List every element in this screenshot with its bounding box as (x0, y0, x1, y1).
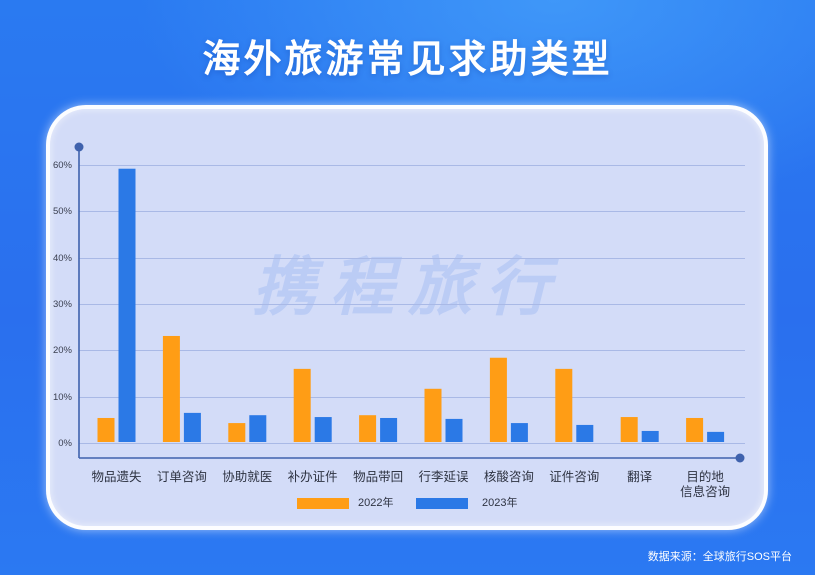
x-category-label: 订单咨询 (156, 470, 207, 484)
bar-series-1-category-8 (555, 368, 573, 442)
bar-series-2-category-10 (707, 431, 725, 442)
watermark: 携程旅行 (252, 251, 564, 323)
chart-panel (46, 105, 768, 530)
bar-series-2-category-7 (510, 423, 528, 442)
bar-series-2-category-5 (380, 417, 398, 442)
x-category-label: 物品遗失 (91, 470, 142, 484)
x-category-label: 补办证件 (287, 470, 338, 484)
y-tick-label: 40% (52, 252, 72, 264)
bar-series-2-category-3 (249, 415, 267, 442)
bar-series-1-category-10 (686, 417, 704, 442)
bar-series-1-category-3 (228, 423, 246, 442)
x-category-label: 物品带回 (353, 470, 404, 484)
legend-swatch-2023 (416, 498, 468, 509)
y-axis-end-dot (74, 142, 84, 152)
bar-series-1-category-4 (293, 368, 311, 442)
bar-series-1-category-5 (359, 415, 377, 442)
bar-series-1-category-6 (424, 388, 442, 442)
chart-title: 海外旅游常见求助类型 (202, 39, 613, 81)
bar-series-2-category-1 (118, 168, 136, 442)
bar-series-1-category-1 (97, 417, 115, 442)
bar-series-1-category-7 (489, 357, 507, 442)
x-category-label: 核酸咨询 (483, 470, 534, 484)
bar-series-1-category-2 (162, 335, 180, 442)
bar-series-2-category-4 (314, 417, 332, 442)
y-tick-label: 60% (52, 159, 72, 171)
legend-label-2022: 2022年 (358, 497, 394, 509)
data-source-note: 数据来源：全球旅行SOS平台 (647, 551, 792, 563)
bar-series-2-category-9 (641, 430, 659, 442)
bar-series-2-category-8 (576, 424, 594, 442)
bar-series-2-category-2 (183, 412, 201, 442)
y-tick-label: 10% (52, 391, 72, 403)
x-category-label: 行李延误 (418, 470, 469, 484)
x-category-label: 协助就医 (222, 470, 273, 484)
y-tick-label: 30% (52, 298, 72, 310)
x-category-label: 翻译 (627, 470, 653, 484)
legend-label-2023: 2023年 (482, 497, 518, 509)
x-axis-end-dot (735, 453, 745, 463)
x-category-label: 证件咨询 (549, 470, 600, 484)
bar-series-2-category-6 (445, 418, 463, 442)
x-category-label: 目的地 信息咨询 (680, 470, 731, 499)
y-tick-label: 50% (52, 205, 72, 217)
bar-series-1-category-9 (620, 417, 638, 442)
legend-swatch-2022 (297, 498, 349, 509)
y-tick-label: 0% (58, 437, 72, 449)
y-tick-label: 20% (52, 344, 72, 356)
